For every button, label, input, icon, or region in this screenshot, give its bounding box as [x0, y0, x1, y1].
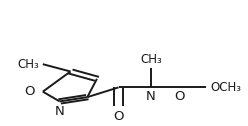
Text: CH₃: CH₃ [140, 53, 162, 66]
Text: O: O [24, 85, 35, 98]
Text: O: O [175, 90, 185, 103]
Text: N: N [55, 105, 64, 118]
Text: N: N [146, 90, 156, 103]
Text: CH₃: CH₃ [17, 58, 39, 71]
Text: O: O [113, 110, 124, 123]
Text: OCH₃: OCH₃ [210, 81, 241, 94]
